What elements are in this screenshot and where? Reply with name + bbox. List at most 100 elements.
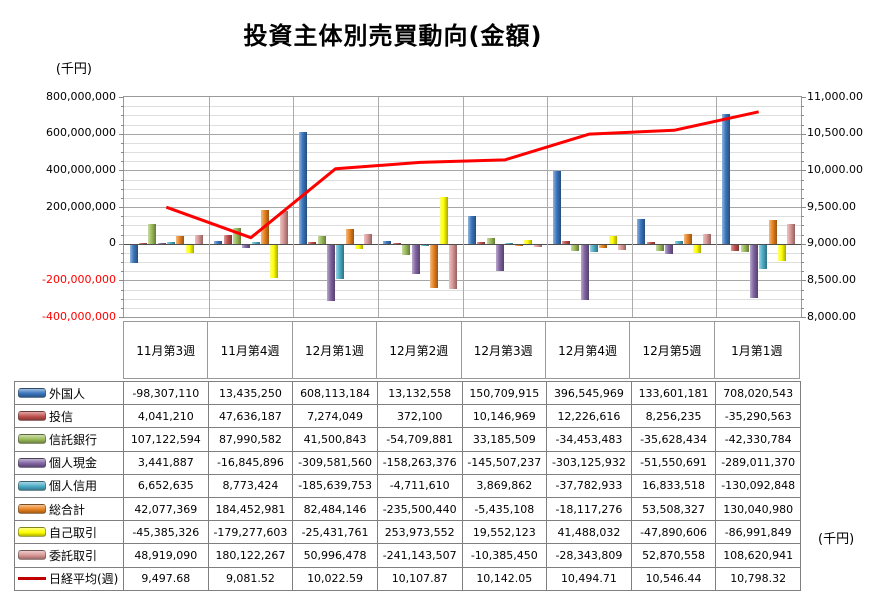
table-cell: 10,494.71: [547, 567, 632, 591]
legend-swatch: [18, 434, 46, 445]
table-cell: 184,452,981: [208, 497, 294, 522]
table-cell: 53,508,327: [631, 497, 717, 522]
right-axis-tick: 8,500.00: [807, 272, 856, 286]
legend-label: 自己取引: [49, 525, 98, 540]
axis-tick: [801, 179, 804, 181]
table-cell: -34,453,483: [547, 428, 632, 452]
axis-tick: [121, 152, 124, 153]
bar: [326, 244, 335, 302]
category-separator: [293, 97, 295, 317]
table-cell: 48,919,090: [124, 544, 209, 568]
bar: [185, 244, 194, 253]
table-cell: 108,620,941: [716, 544, 801, 568]
table-cell: 3,441,887: [124, 451, 209, 475]
bar: [656, 244, 665, 252]
category-label: 12月第5週: [630, 322, 715, 378]
axis-tick: [801, 124, 804, 126]
bar: [439, 197, 448, 244]
category-label: 11月第3週: [124, 322, 209, 378]
table-cell: -54,709,881: [377, 428, 463, 452]
axis-tick: [119, 170, 124, 172]
axis-tick: [801, 271, 804, 273]
legend-item: 日経平均(週): [15, 567, 124, 591]
bar: [646, 242, 655, 244]
bar: [430, 244, 439, 288]
bar: [637, 219, 646, 244]
table-cell: -241,143,507: [377, 544, 463, 568]
left-axis-tick: 600,000,000: [46, 126, 116, 140]
table-cell: 4,041,210: [124, 405, 209, 429]
bar: [505, 242, 514, 244]
category-label: 12月第1週: [293, 322, 378, 378]
bar: [778, 244, 787, 261]
bar: [571, 244, 580, 251]
legend-label: 個人現金: [49, 456, 98, 471]
table-cell: 10,546.44: [631, 567, 717, 591]
legend-swatch: [18, 388, 46, 399]
bar: [468, 216, 477, 244]
table-cell: 8,256,235: [631, 405, 717, 429]
axis-tick: [119, 243, 124, 245]
table-cell: 41,500,843: [293, 428, 378, 452]
axis-tick: [801, 317, 806, 318]
bar: [665, 244, 674, 255]
axis-tick: [121, 234, 124, 236]
table-cell: -130,092,848: [716, 474, 801, 498]
bar: [524, 240, 533, 244]
table-cell: 47,636,187: [208, 405, 294, 429]
axis-tick: [801, 252, 804, 254]
bar: [514, 244, 523, 246]
table-cell: 396,545,969: [547, 382, 632, 406]
axis-tick: [119, 280, 124, 282]
bar: [411, 244, 420, 274]
bar: [157, 242, 166, 244]
axis-tick: [121, 179, 124, 181]
axis-tick: [121, 142, 124, 144]
left-axis-tick: -200,000,000: [42, 272, 116, 286]
table-cell: -25,431,761: [293, 521, 378, 545]
legend-item: 個人信用: [15, 474, 124, 498]
table-cell: 133,601,181: [631, 382, 717, 406]
table-cell: -47,890,606: [631, 521, 717, 545]
axis-tick: [121, 271, 124, 273]
left-axis-tick: 200,000,000: [46, 199, 116, 213]
nikkei-line-layer: [165, 110, 760, 240]
category-separator: [547, 97, 549, 317]
legend-swatch: [18, 411, 46, 422]
legend-item: 個人現金: [15, 451, 124, 475]
table-cell: -179,277,603: [208, 521, 294, 545]
axis-tick: [119, 133, 124, 135]
table-cell: -309,581,560: [293, 451, 378, 475]
axis-tick: [801, 262, 804, 263]
table-cell: -18,117,276: [547, 497, 632, 522]
axis-tick: [801, 225, 804, 227]
table-cell: 253,973,552: [377, 521, 463, 545]
bar: [129, 244, 138, 263]
bar: [420, 244, 429, 246]
plot-area: [119, 96, 806, 318]
table-cell: 87,990,582: [208, 428, 294, 452]
table-cell: 33,185,509: [462, 428, 548, 452]
bar: [223, 234, 232, 244]
bar: [448, 244, 457, 289]
legend-swatch: [18, 457, 46, 468]
legend-swatch: [18, 504, 46, 515]
bar: [345, 228, 354, 244]
axis-tick: [801, 106, 804, 108]
legend-swatch: [18, 480, 46, 491]
bar: [242, 244, 251, 248]
axis-tick: [119, 97, 124, 98]
legend-label: 個人信用: [49, 479, 98, 494]
table-cell: -185,639,753: [293, 474, 378, 498]
bar: [533, 244, 542, 247]
axis-tick: [121, 106, 124, 108]
bar: [731, 244, 740, 252]
table-cell: 19,552,123: [462, 521, 548, 545]
table-cell: -86,991,849: [716, 521, 801, 545]
left-axis-tick: 800,000,000: [46, 89, 116, 103]
right-axis-tick: 8,000.00: [807, 309, 856, 323]
table-cell: -45,385,326: [124, 521, 209, 545]
table-cell: -289,011,370: [716, 451, 801, 475]
category-separator: [631, 97, 633, 317]
bar: [383, 241, 392, 244]
